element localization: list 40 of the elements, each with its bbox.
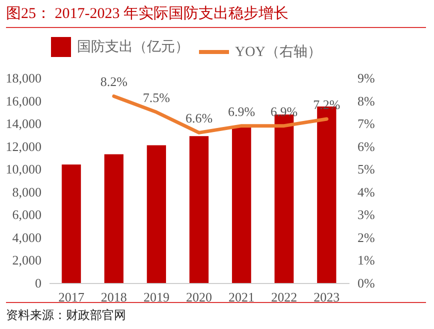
bar — [62, 164, 81, 283]
y2-tick-label: 4% — [358, 184, 375, 200]
bar — [104, 154, 124, 283]
y2-tick-label: 8% — [358, 93, 375, 108]
y-tick-label: 10,000 — [6, 162, 42, 177]
bar — [189, 136, 209, 283]
y-tick-label: 2,000 — [12, 252, 42, 268]
data-label: 6.6% — [185, 110, 213, 126]
y2-tick-label: 3% — [358, 207, 375, 222]
y-tick-label: 14,000 — [6, 116, 42, 132]
data-label: 7.5% — [142, 90, 170, 106]
y-tick-label: 12,000 — [6, 138, 42, 154]
y-tick-label: 16,000 — [6, 93, 42, 108]
x-tick-label: 2018 — [100, 290, 127, 304]
data-label: 8.2% — [100, 74, 128, 90]
text: 资料来源：财政部官网 — [6, 308, 126, 322]
x-tick-label: 2019 — [143, 290, 170, 304]
y-tick-label: 6,000 — [12, 207, 42, 222]
chart-title: 图25： 2017-2023 年实际国防支出稳步增长 — [6, 4, 426, 28]
legend-label: YOY（右轴） — [235, 44, 322, 60]
y2-tick-label: 2% — [358, 230, 375, 245]
bar — [146, 145, 166, 283]
x-tick-label: 2022 — [271, 290, 298, 304]
y2-tick-label: 0% — [358, 276, 375, 290]
y2-tick-label: 1% — [358, 252, 375, 268]
x-tick-label: 2023 — [314, 290, 340, 304]
legend-label: 国防支出（亿元） — [77, 39, 189, 55]
x-tick-label: 2020 — [186, 290, 212, 304]
y2-tick-label: 6% — [358, 138, 375, 154]
y-tick-label: 4,000 — [12, 230, 42, 245]
y-tick-label: 18,000 — [6, 70, 42, 86]
y2-tick-label: 9% — [358, 70, 375, 86]
bar — [232, 126, 252, 283]
x-tick-label: 2021 — [228, 290, 255, 304]
y-tick-label: 0 — [35, 276, 42, 290]
data-label: 6.9% — [228, 104, 256, 119]
y2-tick-label: 5% — [358, 162, 375, 177]
x-tick-label: 2017 — [58, 290, 85, 304]
y2-tick-label: 7% — [358, 116, 375, 132]
y-tick-label: 8,000 — [12, 184, 42, 200]
